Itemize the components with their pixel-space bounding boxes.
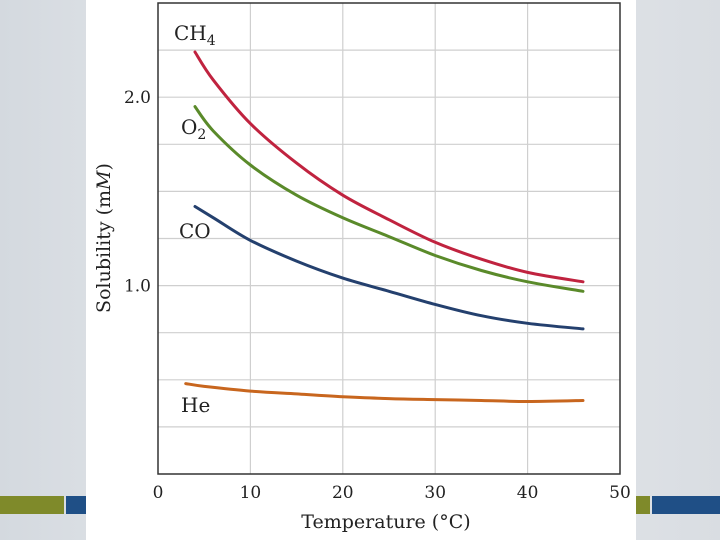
x-tick-label: 20: [332, 483, 354, 503]
y-axis-title: Solubility (mM): [93, 163, 115, 313]
x-tick-label: 10: [240, 483, 262, 503]
series-label-co: CO: [179, 219, 211, 243]
plot-frame: [157, 2, 621, 475]
x-tick-label: 0: [153, 483, 164, 503]
series-label-ch4-name: CH: [174, 21, 207, 45]
series-line-ch4: [193, 50, 585, 284]
y-axis-title-prefix: Solubility (m: [93, 190, 115, 313]
x-tick-label: 40: [517, 483, 539, 503]
x-tick-label: 30: [424, 483, 446, 503]
y-tick-label: 2.0: [124, 88, 151, 108]
series-label-he: He: [181, 393, 210, 417]
series-lines: [184, 50, 585, 404]
series-label-o2-name: O: [181, 115, 197, 139]
series-label-ch4-sub: 4: [207, 33, 216, 49]
series-label-o2-sub: 2: [197, 127, 206, 143]
y-axis-title-suffix: ): [93, 163, 115, 170]
series-label-ch4: CH4: [174, 21, 216, 49]
x-tick-label: 50: [609, 483, 631, 503]
y-tick-label: 1.0: [124, 277, 151, 297]
accent-bar-right-green: [636, 496, 650, 514]
series-label-o2: O2: [181, 115, 206, 143]
x-axis-title: Temperature (°C): [301, 511, 470, 533]
series-line-co: [193, 205, 585, 331]
accent-bar-right-blue: [652, 496, 720, 514]
tick-labels: 0 10 20 30 40 50 1.0 2.0: [124, 88, 631, 503]
figure-panel: [86, 0, 636, 540]
series-line-o2: [193, 105, 585, 293]
grid: [158, 3, 620, 474]
y-axis-title-unit: M: [93, 170, 115, 191]
series-line-he: [184, 382, 585, 404]
accent-bar-left-blue: [66, 496, 86, 514]
accent-bar-left-green: [0, 496, 64, 514]
